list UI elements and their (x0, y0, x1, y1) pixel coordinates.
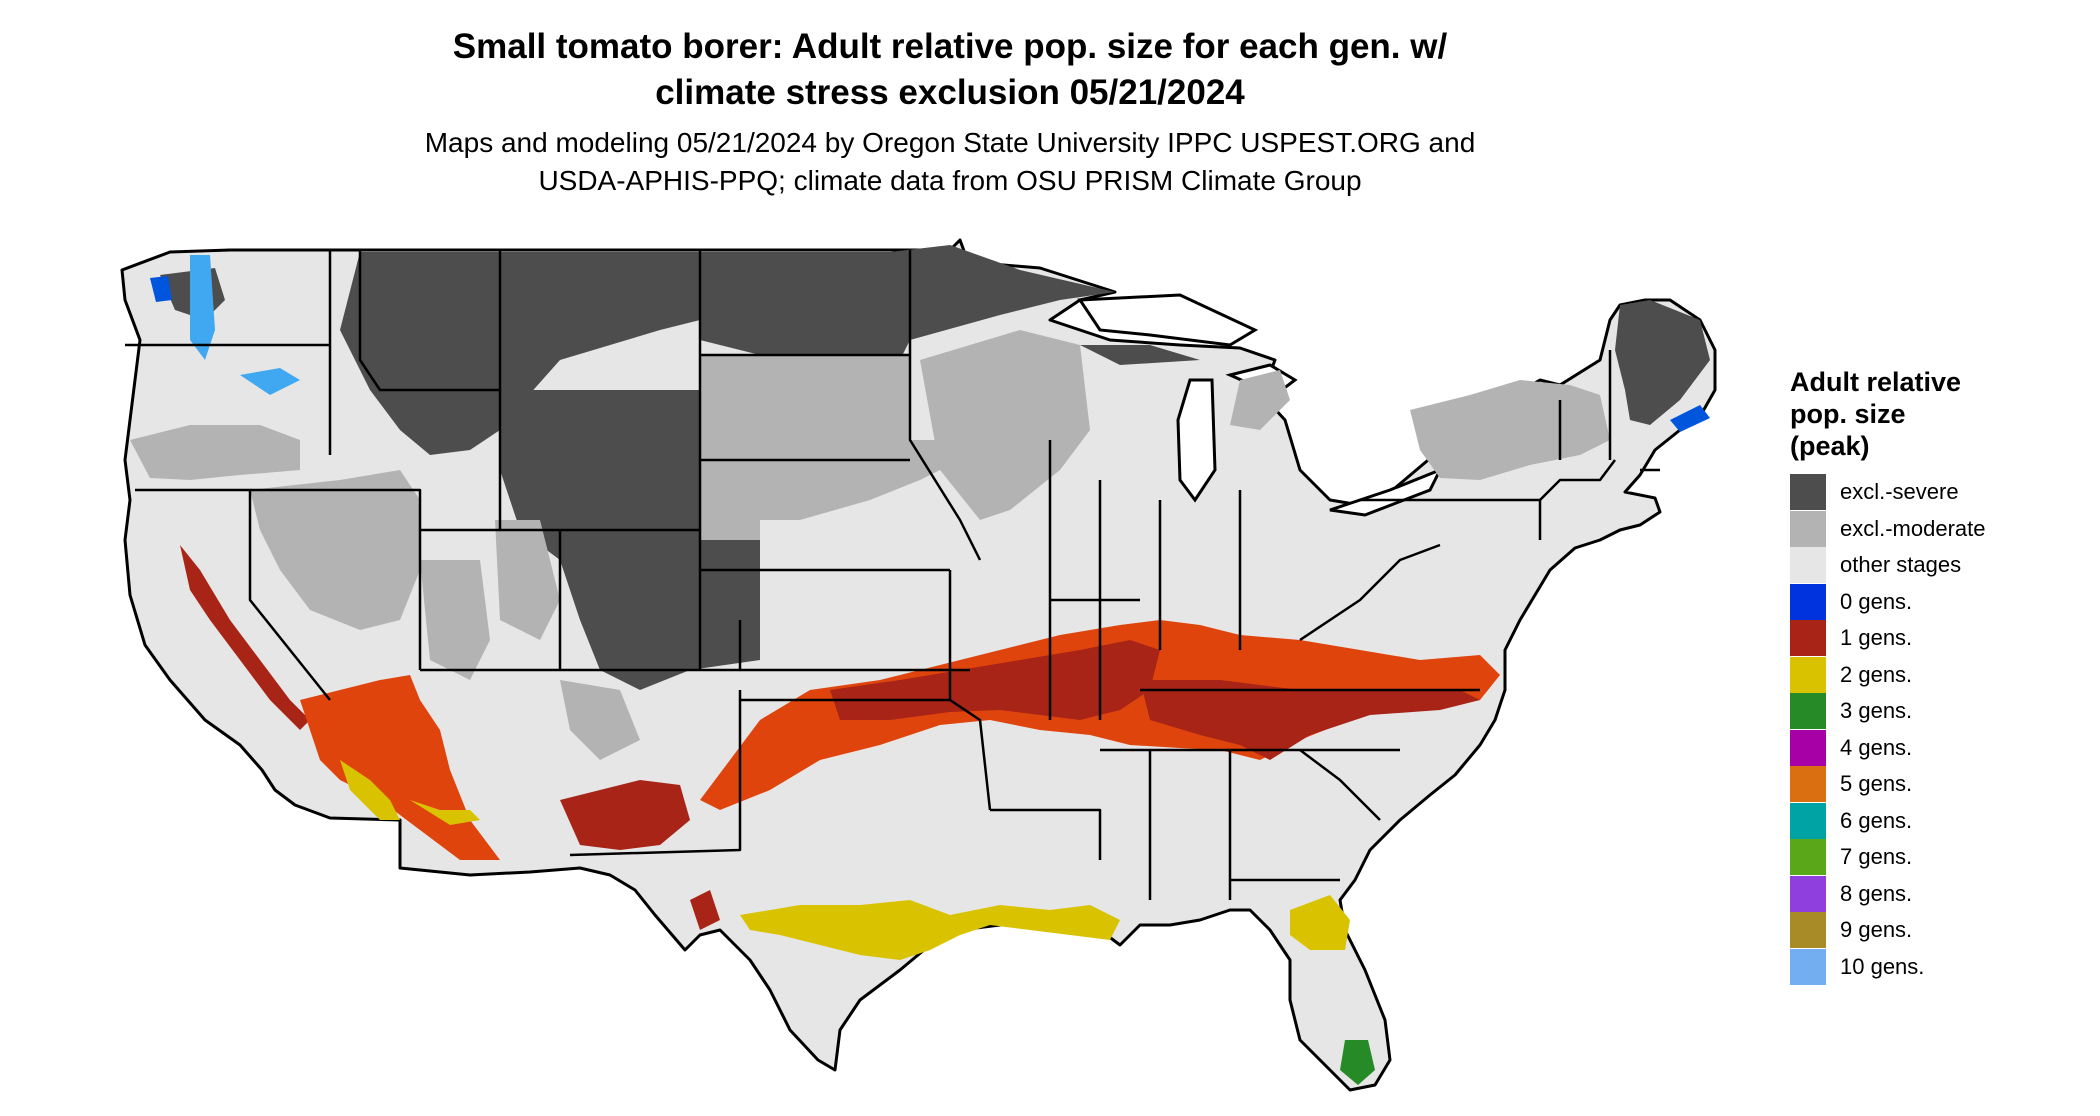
state-borders (125, 250, 1660, 900)
us-map (120, 238, 1717, 1092)
legend-label: 6 gens. (1840, 807, 1913, 833)
legend-swatch (1790, 693, 1826, 730)
legend-swatch (1790, 620, 1826, 657)
legend-swatch (1790, 875, 1826, 912)
legend: Adult relative pop. size (peak) excl.-se… (1790, 366, 2080, 985)
legend-label: 7 gens. (1840, 844, 1913, 870)
map-subtitle: Maps and modeling 05/21/2024 by Oregon S… (300, 124, 1600, 200)
legend-item-5-gens: 5 gens. (1790, 766, 2080, 803)
legend-title-line-1: Adult relative (1790, 367, 1962, 397)
legend-item-other-stages: other stages (1790, 547, 2080, 584)
legend-item-excl-moderate: excl.-moderate (1790, 510, 2080, 548)
legend-swatch (1790, 583, 1826, 620)
legend-swatch (1790, 912, 1826, 949)
gen2-regions (340, 760, 1350, 960)
legend-swatch (1790, 729, 1826, 766)
legend-item-4-gens: 4 gens. (1790, 729, 2080, 767)
gen10-regions (190, 255, 300, 395)
legend-item-10-gens: 10 gens. (1790, 948, 2080, 986)
legend-label: 5 gens. (1840, 771, 1913, 797)
legend-label: 3 gens. (1840, 698, 1913, 724)
legend-item-excl-severe: excl.-severe (1790, 474, 2080, 511)
legend-title: Adult relative pop. size (peak) (1790, 366, 2080, 462)
legend-item-8-gens: 8 gens. (1790, 875, 2080, 913)
legend-label: 8 gens. (1840, 880, 1913, 906)
legend-items: excl.-severe excl.-moderate other stages… (1790, 474, 2080, 985)
legend-swatch (1790, 948, 1826, 985)
title-line-1: Small tomato borer: Adult relative pop. … (452, 27, 1448, 66)
legend-swatch (1790, 474, 1826, 511)
subtitle-line-2: USDA-APHIS-PPQ; climate data from OSU PR… (538, 165, 1362, 196)
map-title: Small tomato borer: Adult relative pop. … (300, 24, 1600, 116)
legend-swatch (1790, 839, 1826, 876)
legend-label: excl.-moderate (1840, 515, 1986, 541)
legend-label: 4 gens. (1840, 734, 1913, 760)
legend-swatch (1790, 510, 1826, 547)
legend-title-line-2: pop. size (1790, 399, 1906, 429)
legend-label: 2 gens. (1840, 661, 1913, 687)
gen3-region (1340, 1040, 1375, 1085)
legend-label: other stages (1840, 552, 1962, 578)
legend-label: 9 gens. (1840, 917, 1913, 943)
legend-label: 1 gens. (1840, 625, 1913, 651)
legend-item-0-gens: 0 gens. (1790, 583, 2080, 621)
gen0-regions (150, 276, 1710, 432)
legend-item-6-gens: 6 gens. (1790, 802, 2080, 840)
legend-item-2-gens: 2 gens. (1790, 656, 2080, 694)
legend-item-9-gens: 9 gens. (1790, 912, 2080, 949)
legend-item-3-gens: 3 gens. (1790, 693, 2080, 730)
excl-severe-regions (160, 245, 1710, 690)
legend-swatch (1790, 802, 1826, 839)
legend-title-line-3: (peak) (1790, 431, 1870, 461)
legend-swatch (1790, 547, 1826, 584)
legend-label: 0 gens. (1840, 588, 1913, 614)
subtitle-line-1: Maps and modeling 05/21/2024 by Oregon S… (424, 127, 1476, 158)
legend-item-1-gens: 1 gens. (1790, 620, 2080, 657)
legend-label: excl.-severe (1840, 479, 1959, 505)
title-line-2: climate stress exclusion 05/21/2024 (655, 73, 1245, 112)
legend-label: 10 gens. (1840, 953, 1925, 979)
legend-swatch (1790, 766, 1826, 803)
legend-item-7-gens: 7 gens. (1790, 839, 2080, 876)
legend-swatch (1790, 656, 1826, 693)
